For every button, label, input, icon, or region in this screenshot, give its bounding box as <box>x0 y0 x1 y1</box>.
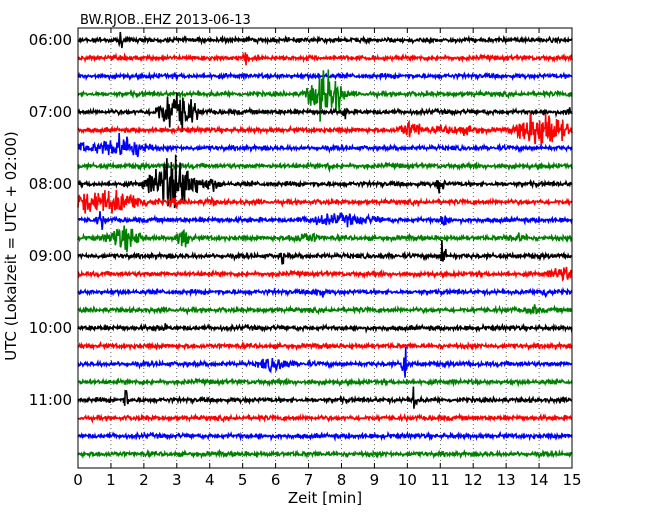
trace-line <box>77 132 573 158</box>
chart-title: BW.RJOB..EHZ 2013-06-13 <box>80 13 251 28</box>
trace-line <box>77 31 573 49</box>
trace-line <box>77 386 573 409</box>
trace-line <box>77 113 573 147</box>
trace-line <box>77 154 573 209</box>
x-tick-label: 2 <box>139 471 149 489</box>
y-tick-label: 08:00 <box>29 175 72 193</box>
x-tick-label: 9 <box>370 471 380 489</box>
trace-line <box>77 51 573 66</box>
x-tick-label: 6 <box>271 471 281 489</box>
trace-line <box>77 340 573 352</box>
trace-line <box>77 430 573 442</box>
x-tick-label: 3 <box>172 471 182 489</box>
x-tick-label: 10 <box>398 471 417 489</box>
plot-frame <box>77 27 573 469</box>
x-tick-label: 12 <box>464 471 483 489</box>
x-tick-label: 11 <box>431 471 450 489</box>
trace-line <box>77 412 573 424</box>
x-tick-label: 5 <box>238 471 248 489</box>
trace-line <box>77 266 573 282</box>
x-tick-label: 14 <box>530 471 549 489</box>
trace-line <box>77 211 573 230</box>
y-tick-label: 09:00 <box>29 247 72 265</box>
trace-line <box>77 346 573 378</box>
x-axis-label: Zeit [min] <box>288 489 362 507</box>
trace-line <box>77 70 573 82</box>
x-tick-label: 13 <box>497 471 516 489</box>
y-tick-label: 11:00 <box>29 391 72 409</box>
trace-line <box>77 304 573 316</box>
y-tick-label: 07:00 <box>29 103 72 121</box>
trace-line <box>77 286 573 299</box>
x-tick-label: 8 <box>337 471 347 489</box>
trace-line <box>77 322 573 334</box>
trace-line <box>77 92 573 132</box>
trace-line <box>77 448 573 460</box>
y-tick-label: 06:00 <box>29 31 72 49</box>
grid-lines <box>110 28 540 468</box>
y-tick-label: 10:00 <box>29 319 72 337</box>
trace-line <box>77 69 573 122</box>
y-axis-label: UTC (Lokalzeit = UTC + 02:00) <box>2 131 20 361</box>
trace-line <box>77 225 573 253</box>
trace-group <box>77 31 573 460</box>
y-axis-ticks: 06:00 07:00 08:00 09:00 10:00 11:00 <box>29 31 572 409</box>
x-tick-label: 0 <box>73 471 83 489</box>
x-tick-label: 7 <box>304 471 314 489</box>
x-axis-ticks: 0 1 2 3 4 5 6 7 8 9 10 11 12 13 14 15 <box>73 28 582 489</box>
trace-line <box>77 239 573 265</box>
x-tick-label: 15 <box>562 471 581 489</box>
trace-line <box>77 160 573 174</box>
trace-line <box>77 189 573 214</box>
trace-line <box>77 376 573 388</box>
x-tick-label: 1 <box>106 471 116 489</box>
x-tick-label: 4 <box>205 471 215 489</box>
